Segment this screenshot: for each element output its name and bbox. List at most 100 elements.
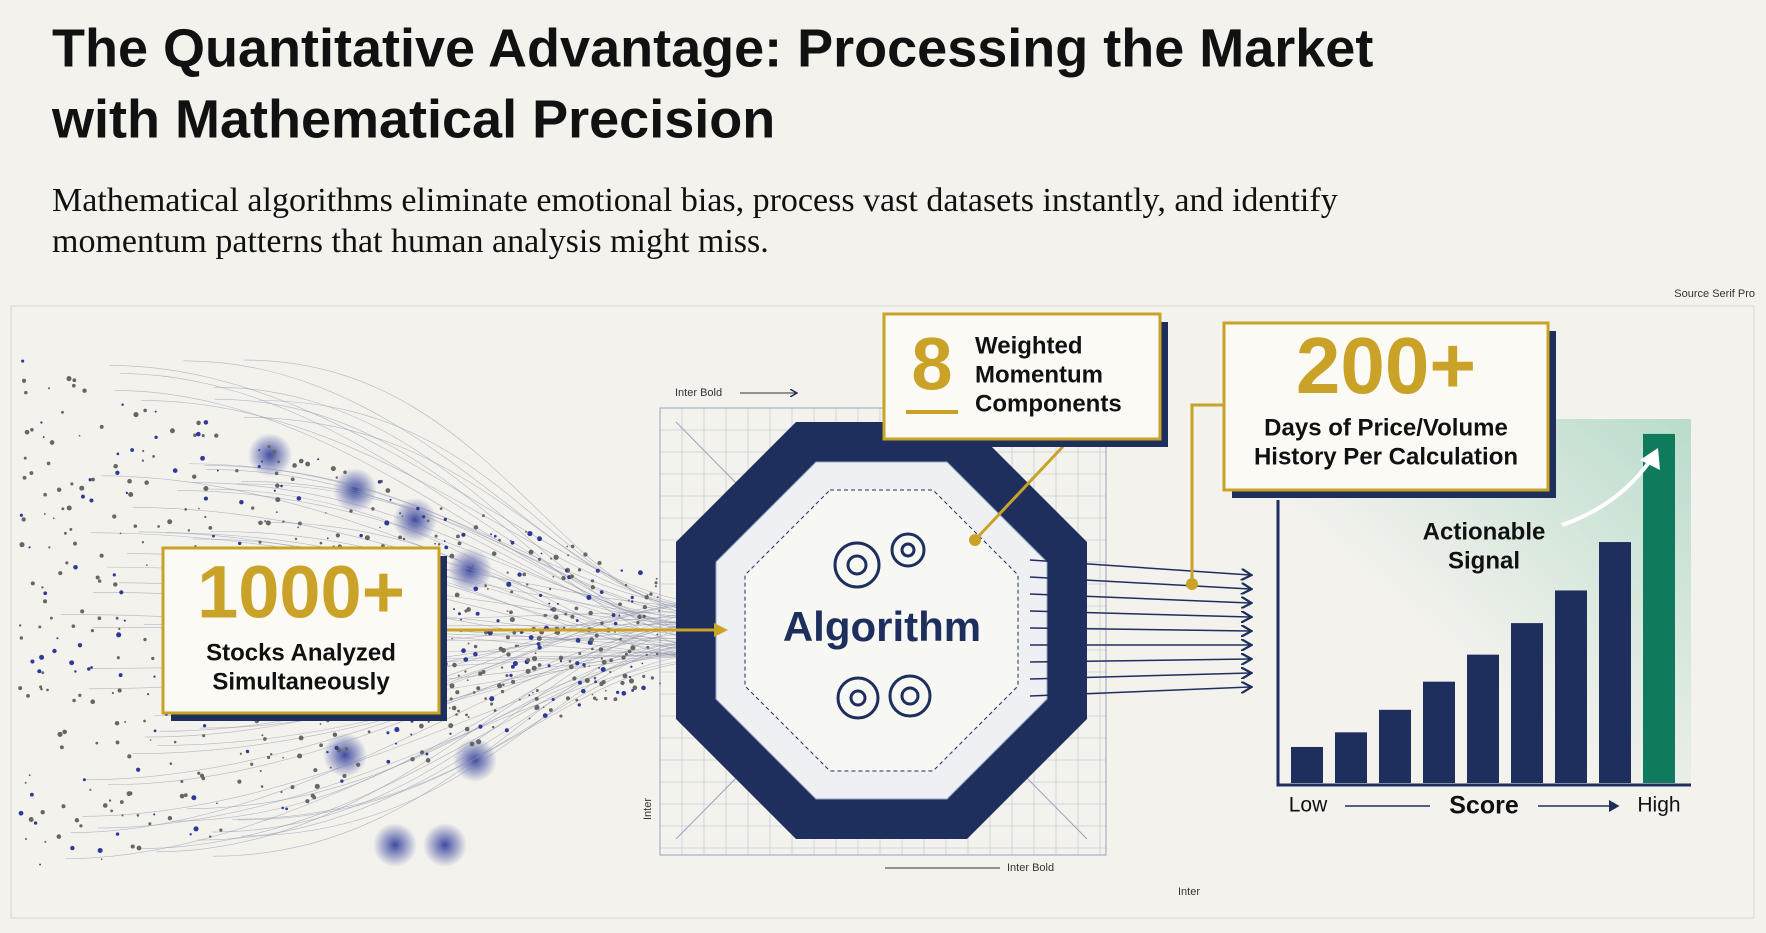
particle	[465, 713, 468, 717]
axis-low: Low	[1289, 794, 1328, 817]
particle	[472, 691, 476, 694]
particle	[28, 816, 34, 822]
particle	[99, 553, 104, 558]
particle	[173, 740, 177, 744]
particle	[63, 531, 67, 535]
particle	[558, 655, 564, 661]
output-line	[1029, 659, 1250, 662]
particle	[575, 698, 579, 702]
particle	[525, 530, 528, 533]
particle	[628, 675, 632, 679]
particle	[261, 734, 264, 737]
particle	[119, 590, 124, 595]
particle	[263, 737, 267, 741]
flow-line	[171, 620, 721, 822]
particle	[548, 587, 552, 591]
particle	[565, 696, 571, 701]
particle	[260, 785, 264, 788]
particle	[77, 643, 83, 648]
glow	[373, 823, 417, 867]
particle	[654, 585, 657, 588]
particle	[577, 680, 582, 685]
flow-line	[242, 640, 721, 837]
particle	[40, 809, 45, 815]
particle	[621, 690, 627, 696]
particle	[184, 508, 188, 511]
particle	[619, 637, 622, 641]
particle	[46, 688, 49, 692]
flow-line	[204, 465, 721, 618]
particle	[280, 790, 283, 794]
glow	[248, 433, 292, 477]
particle	[410, 757, 415, 762]
particle	[203, 420, 209, 425]
particle	[386, 759, 391, 764]
particle	[136, 845, 142, 851]
particle	[115, 616, 119, 620]
particle	[454, 592, 460, 598]
particle	[457, 541, 462, 546]
particle	[78, 693, 82, 698]
particle	[498, 538, 501, 542]
particle	[71, 624, 76, 628]
particle	[422, 515, 426, 519]
particle	[127, 754, 132, 759]
particle	[169, 428, 175, 434]
stat-label: Days of Price/Volume	[1264, 414, 1508, 441]
particle	[434, 542, 437, 545]
particle	[457, 612, 461, 616]
particle	[637, 614, 642, 620]
particle	[119, 532, 122, 535]
particle	[473, 644, 478, 649]
particle	[258, 520, 263, 526]
annotation: Inter Bold	[1007, 862, 1054, 874]
connector	[1190, 403, 1224, 584]
particle	[43, 599, 48, 604]
particle	[258, 449, 261, 452]
particle	[273, 489, 276, 492]
score-bars	[1291, 433, 1675, 783]
bar	[1379, 709, 1411, 783]
particle	[193, 826, 199, 832]
particle	[551, 697, 555, 701]
particle	[578, 652, 582, 656]
particle	[467, 642, 470, 645]
particle	[43, 513, 46, 515]
particle	[74, 818, 80, 823]
particle	[74, 670, 77, 673]
particle	[349, 509, 353, 513]
particle	[141, 540, 145, 544]
particle	[127, 478, 132, 484]
particle	[595, 698, 598, 701]
particle	[564, 569, 568, 572]
particle	[551, 607, 557, 612]
particle	[292, 463, 297, 468]
particle	[275, 497, 281, 503]
particle	[548, 602, 551, 605]
particle	[416, 506, 420, 511]
title: with Mathematical Precision	[51, 89, 775, 149]
particle	[481, 669, 486, 675]
particle	[100, 858, 103, 861]
flow-line	[205, 488, 721, 654]
particle	[581, 688, 586, 694]
particle	[588, 610, 593, 616]
particle	[59, 745, 64, 750]
particle	[66, 505, 72, 511]
particle	[267, 445, 271, 449]
flow-line	[156, 610, 721, 853]
particle	[577, 568, 582, 572]
particle	[434, 534, 438, 538]
particle	[506, 610, 509, 612]
particle	[117, 688, 122, 693]
particle	[24, 837, 28, 841]
particle	[506, 581, 512, 587]
particle	[364, 535, 370, 541]
particle	[604, 696, 608, 701]
particle	[564, 612, 568, 616]
particle	[475, 611, 480, 616]
particle	[504, 728, 509, 733]
glow	[393, 498, 437, 542]
particle	[471, 565, 474, 567]
